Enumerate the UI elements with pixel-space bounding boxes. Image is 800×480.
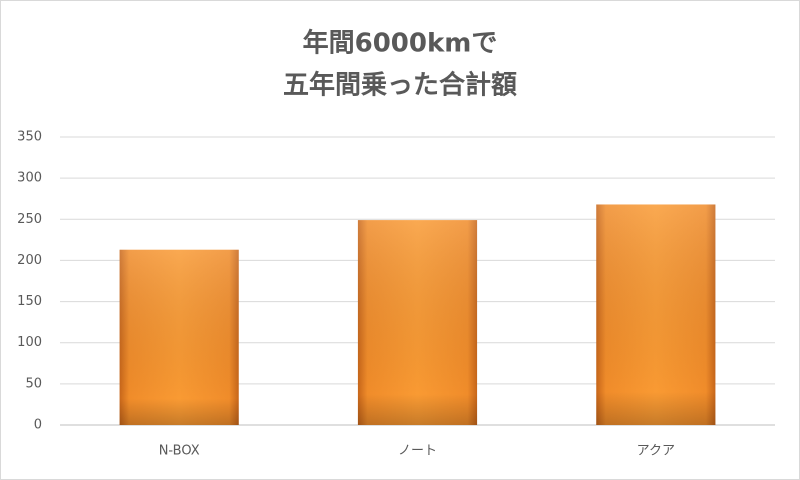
y-tick-label: 300: [17, 171, 42, 186]
x-tick-label: N-BOX: [159, 444, 200, 459]
bar: [119, 249, 239, 425]
y-tick-label: 100: [17, 335, 42, 350]
y-tick-label: 150: [17, 294, 42, 309]
bar: [596, 204, 716, 425]
y-tick-label: 50: [25, 376, 42, 391]
chart-title: 五年間乗った合計額: [283, 70, 517, 101]
x-tick-label: ノート: [398, 444, 437, 459]
chart-title: 年間6000kmで: [303, 28, 498, 59]
y-tick-label: 250: [17, 212, 42, 227]
y-tick-label: 0: [34, 418, 42, 433]
x-tick-label: アクア: [637, 444, 675, 459]
bar: [357, 220, 478, 425]
y-tick-label: 200: [17, 253, 42, 268]
y-tick-label: 350: [17, 130, 42, 145]
